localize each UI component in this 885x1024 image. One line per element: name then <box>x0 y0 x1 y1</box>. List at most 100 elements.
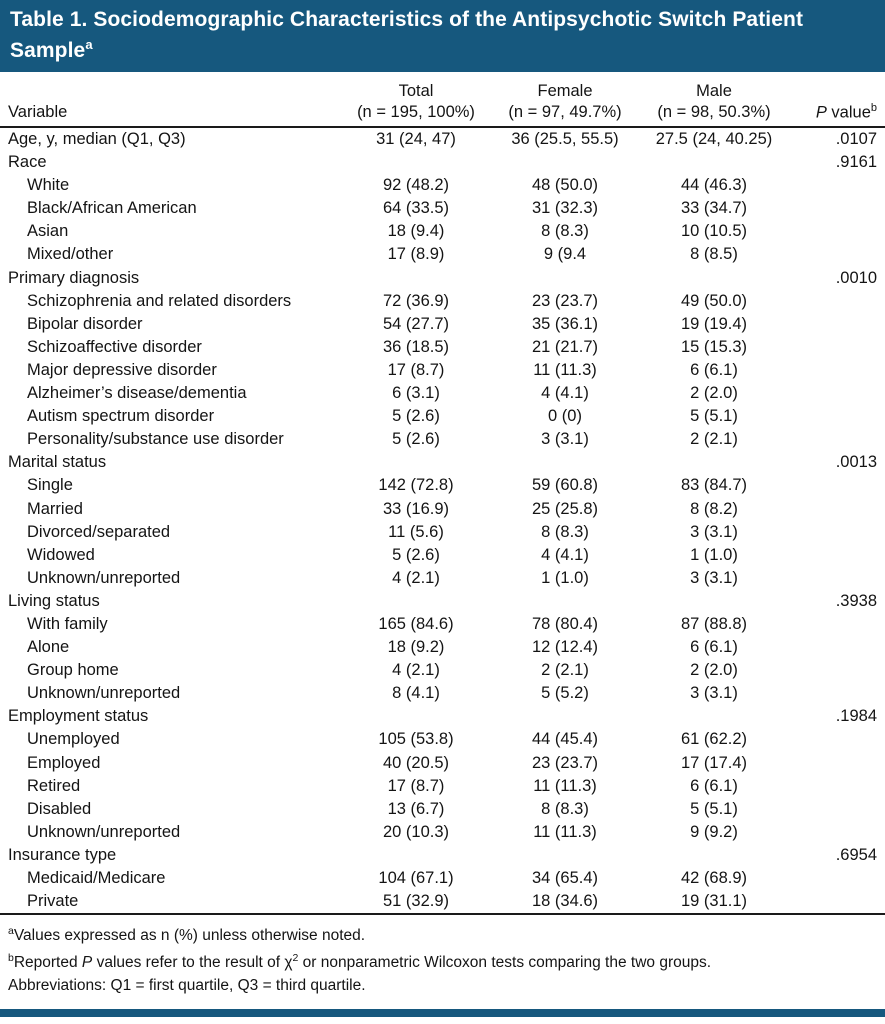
total-value: 4 (2.1) <box>392 661 440 680</box>
p-value <box>790 382 885 405</box>
p-value <box>790 290 885 313</box>
footnote: aValues expressed as n (%) unless otherw… <box>8 925 366 945</box>
male-value: 19 (19.4) <box>680 314 748 333</box>
female-value: 78 (80.4) <box>531 614 599 633</box>
total-value <box>340 267 492 290</box>
male-value: 83 (84.7) <box>680 476 748 495</box>
table-row: Alone 18 (9.2) 12 (12.4) 6 (6.1) <box>0 636 885 659</box>
total-value: 6 (3.1) <box>392 384 440 403</box>
column-header-total: Total (n = 195, 100%) <box>340 72 492 128</box>
table-row: White 92 (48.2) 48 (50.0) 44 (46.3) <box>0 174 885 197</box>
total-value: 142 (72.8) <box>378 476 454 495</box>
table-row: Single 142 (72.8) 59 (60.8) 83 (84.7) <box>0 474 885 497</box>
total-value: 17 (8.9) <box>387 245 445 264</box>
table-row: Married 33 (16.9) 25 (25.8) 8 (8.2) <box>0 498 885 521</box>
female-value: 9 (9.4 <box>543 245 587 264</box>
table-row: Unknown/unreported 4 (2.1) 1 (1.0) 3 (3.1) <box>0 567 885 590</box>
total-value: 8 (4.1) <box>392 684 440 703</box>
row-label: Race <box>8 153 47 172</box>
male-value <box>638 451 790 474</box>
row-label: Personality/substance use disorder <box>27 430 284 449</box>
table-row: Race .9161 <box>0 151 885 174</box>
p-value <box>790 498 885 521</box>
row-label: Divorced/separated <box>27 522 171 541</box>
female-value: 31 (32.3) <box>531 199 599 218</box>
p-value <box>790 821 885 844</box>
total-value: 17 (8.7) <box>387 360 445 379</box>
row-label: Schizophrenia and related disorders <box>27 291 292 310</box>
table-row: Alzheimer’s disease/dementia 6 (3.1) 4 (4.… <box>0 382 885 405</box>
male-value: 3 (3.1) <box>690 568 738 587</box>
footnote: bReported P values refer to the result o… <box>8 952 712 972</box>
table-row: Personality/substance use disorder 5 (2.6… <box>0 428 885 451</box>
table-row: Retired 17 (8.7) 11 (11.3) 6 (6.1) <box>0 775 885 798</box>
total-value <box>340 844 492 867</box>
male-value: 10 (10.5) <box>680 222 748 241</box>
p-value: .0010 <box>835 268 877 287</box>
male-value: 3 (3.1) <box>690 684 738 703</box>
male-value <box>638 151 790 174</box>
table-row: Bipolar disorder 54 (27.7) 35 (36.1) 19 (19… <box>0 313 885 336</box>
column-header-pvalue: P valueb <box>790 72 885 128</box>
total-value: 33 (16.9) <box>382 499 450 518</box>
row-label: Medicaid/Medicare <box>27 869 166 887</box>
total-value <box>340 151 492 174</box>
table-row: Widowed 5 (2.6) 4 (4.1) 1 (1.0) <box>0 544 885 567</box>
row-label: Retired <box>27 776 81 795</box>
row-label: Unknown/unreported <box>27 684 181 703</box>
total-value: 92 (48.2) <box>382 176 450 195</box>
p-value <box>790 220 885 243</box>
total-value: 72 (36.9) <box>382 291 450 310</box>
total-value: 105 (53.8) <box>378 730 454 749</box>
total-value: 104 (67.1) <box>378 869 454 887</box>
row-label: Living status <box>8 591 100 610</box>
male-value: 2 (2.0) <box>690 384 738 403</box>
table-row: Insurance type .6954 <box>0 844 885 867</box>
male-value: 6 (6.1) <box>690 360 738 379</box>
p-value <box>790 775 885 798</box>
p-value <box>790 336 885 359</box>
female-value: 11 (11.3) <box>533 360 597 379</box>
row-label: Mixed/other <box>27 245 114 264</box>
p-value: .1984 <box>835 707 877 726</box>
p-value <box>790 474 885 497</box>
p-value <box>790 359 885 382</box>
row-label: Unknown/unreported <box>27 568 181 587</box>
total-value: 4 (2.1) <box>392 568 440 587</box>
female-value <box>492 451 638 474</box>
p-value <box>790 728 885 751</box>
p-value <box>790 798 885 821</box>
table-row: Age, y, median (Q1, Q3) 31 (24, 47) 36 (25… <box>0 127 885 151</box>
total-value: 64 (33.5) <box>382 199 450 218</box>
total-value: 51 (32.9) <box>382 892 450 911</box>
row-label: Employed <box>27 753 101 772</box>
female-value: 2 (2.1) <box>541 661 589 680</box>
male-value: 2 (2.0) <box>690 661 738 680</box>
male-value: 2 (2.1) <box>690 430 738 449</box>
total-value: 20 (10.3) <box>382 822 450 841</box>
female-value: 34 (65.4) <box>531 869 599 887</box>
table-row: Schizoaffective disorder 36 (18.5) 21 (21.… <box>0 336 885 359</box>
male-value: 49 (50.0) <box>680 291 748 310</box>
female-value: 12 (12.4) <box>531 638 599 657</box>
female-value: 8 (8.3) <box>541 522 589 541</box>
male-value: 42 (68.9) <box>680 869 748 887</box>
footnotes: aValues expressed as n (%) unless otherw… <box>0 913 885 1000</box>
bottom-rule <box>0 1009 885 1017</box>
p-value <box>790 174 885 197</box>
table-row: Unknown/unreported 8 (4.1) 5 (5.2) 3 (3.1) <box>0 682 885 705</box>
column-header-male: Male (n = 98, 50.3%) <box>638 72 790 128</box>
table-row: Unknown/unreported 20 (10.3) 11 (11.3) 9 (9… <box>0 821 885 844</box>
total-value: 31 (24, 47) <box>376 130 456 148</box>
female-value <box>492 590 638 613</box>
female-value <box>492 267 638 290</box>
table-title-bar: Table 1. Sociodemographic Characteristic… <box>0 0 885 72</box>
table-row: Asian 18 (9.4) 8 (8.3) 10 (10.5) <box>0 220 885 243</box>
total-value: 11 (5.6) <box>388 522 444 541</box>
female-value: 44 (45.4) <box>531 730 599 749</box>
row-label: Disabled <box>27 799 92 818</box>
table-row: Schizophrenia and related disorders 72 (3… <box>0 290 885 313</box>
p-value <box>790 682 885 705</box>
p-value <box>790 243 885 266</box>
